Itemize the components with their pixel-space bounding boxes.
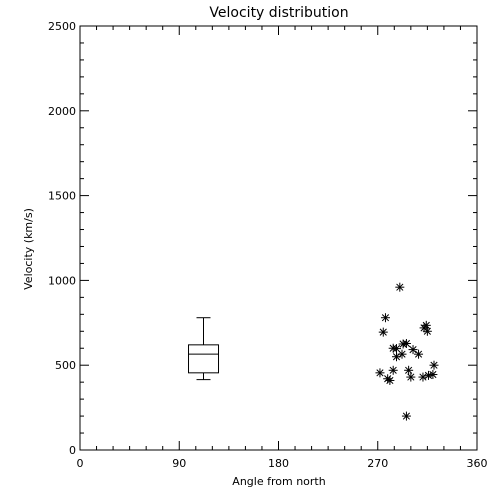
plot-axes: 0 90 180 270 360 0 500 1000 1500 2000 2500	[48, 20, 488, 470]
data-point	[414, 349, 424, 359]
data-point	[428, 370, 438, 380]
box-iqr	[188, 344, 220, 374]
data-point	[404, 365, 414, 375]
box-plot	[188, 317, 220, 381]
data-point	[401, 411, 411, 421]
x-tick-label: 180	[268, 457, 289, 470]
data-point	[391, 352, 401, 362]
x-tick-label: 270	[367, 457, 388, 470]
plot-frame	[79, 25, 478, 451]
y-axis-label: Velocity (km/s)	[22, 208, 35, 290]
x-tick-label: 90	[172, 457, 186, 470]
data-point	[401, 338, 411, 348]
data-point	[429, 360, 439, 370]
data-point	[385, 375, 395, 385]
data-point	[395, 282, 405, 292]
data-point	[419, 323, 429, 333]
data-point	[380, 313, 390, 323]
x-axis-label: Angle from north	[232, 475, 325, 488]
y-tick-label: 1500	[48, 190, 76, 203]
data-point	[378, 327, 388, 337]
plot-marks	[188, 282, 439, 421]
data-point	[375, 368, 385, 378]
x-tick-label: 0	[77, 457, 84, 470]
data-point	[388, 365, 398, 375]
y-tick-label: 2500	[48, 20, 76, 33]
y-tick-label: 2000	[48, 105, 76, 118]
chart-title: Velocity distribution	[209, 5, 348, 21]
data-point	[391, 344, 401, 354]
y-tick-label: 0	[69, 444, 76, 457]
data-point	[418, 372, 428, 382]
y-tick-label: 1000	[48, 274, 76, 287]
data-point	[408, 345, 418, 355]
y-tick-label: 500	[55, 359, 76, 372]
x-tick-label: 360	[467, 457, 488, 470]
data-point	[406, 372, 416, 382]
